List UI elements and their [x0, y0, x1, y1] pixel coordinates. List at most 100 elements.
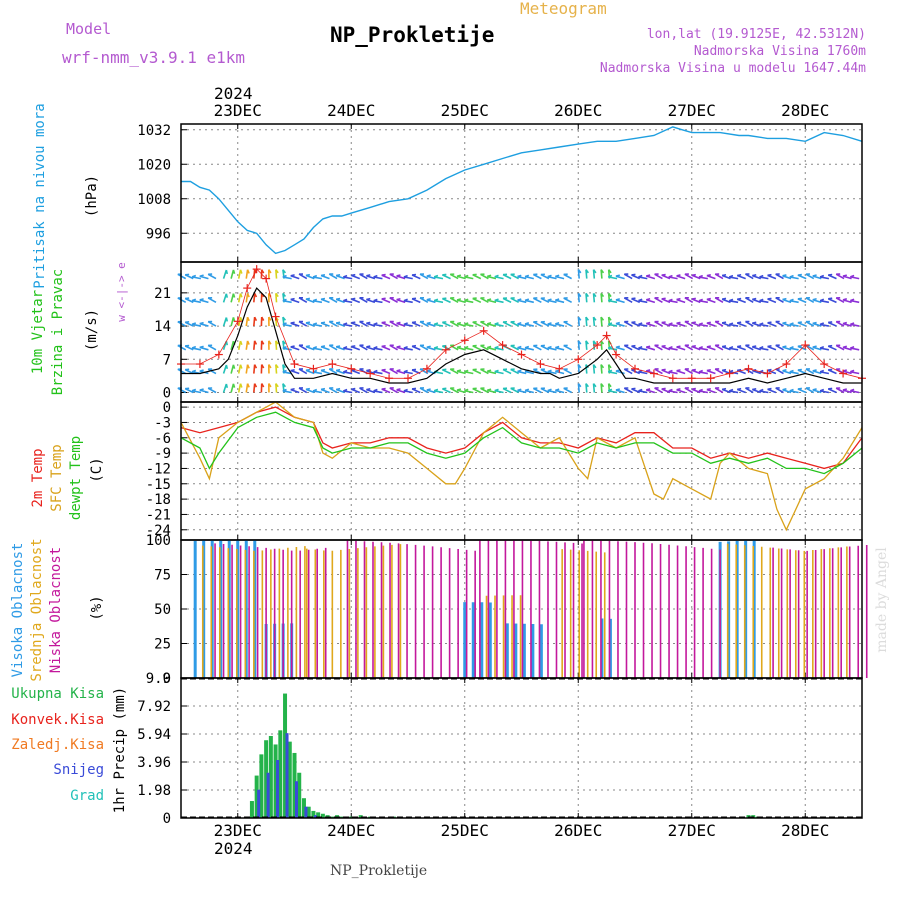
precip-snow-bar: [266, 772, 270, 818]
wind-arrow-head: [199, 388, 204, 391]
wind-arrow-head: [411, 344, 417, 348]
precip-total-bar: [259, 754, 264, 818]
cloud-side-label-1: Visoka Oblacnost: [10, 543, 26, 678]
wind-arrow-head: [524, 345, 530, 349]
wind-arrow-head: [850, 369, 855, 373]
wind-ytick-label: 14: [154, 319, 171, 335]
wind-arrow-head: [585, 383, 589, 388]
wind-arrow-head: [199, 274, 204, 277]
wind-arrow-head: [607, 274, 613, 278]
wind-arrow-head: [797, 344, 802, 348]
wind-arrow-head: [615, 388, 620, 391]
wind-arrow-head: [547, 388, 552, 392]
wind-arrow-head: [752, 321, 757, 324]
wind-arrow-head: [312, 298, 318, 302]
wind-arrow-head: [789, 388, 794, 392]
wind-arrow-head: [661, 321, 666, 324]
wind-arrow-head: [812, 345, 817, 348]
wind-arrow-head: [842, 345, 848, 349]
wind-arrow-head: [759, 388, 764, 392]
wind-arrow-head: [225, 383, 229, 389]
wind-arrow-head: [638, 345, 643, 349]
wind-arrow-head: [767, 321, 772, 324]
wind-arrow-head: [782, 297, 787, 301]
cloud-unit-label: (%): [89, 595, 105, 620]
temperature-panel: 0-3-6-9-12-15-18-21-24: [146, 400, 863, 541]
wind-arrow-head: [782, 274, 787, 277]
wind-arrow-head: [631, 344, 636, 347]
wind-arrow-head: [631, 321, 636, 324]
wind-arrow-head: [842, 274, 848, 277]
wind-ytick-label: 21: [154, 286, 171, 302]
precip-total-bar: [306, 806, 311, 818]
wind-arrow-head: [600, 316, 605, 321]
wind-arrow-head: [789, 369, 794, 373]
wind-arrow-head: [615, 369, 620, 372]
wind-arrow-head: [828, 297, 833, 300]
wind-unit-label: (m/s): [84, 309, 100, 351]
wind-arrow-head: [456, 345, 462, 349]
wind-arrow-head: [246, 269, 250, 274]
wind-arrow-head: [555, 369, 560, 373]
wind-arrow-head: [494, 388, 499, 392]
temp-ytick-label: 0: [163, 400, 171, 416]
wind-arrow-head: [225, 341, 229, 346]
wind-arrow-head: [282, 346, 287, 349]
wind-arrow-head: [290, 274, 295, 277]
wind-arrow-head: [615, 274, 620, 277]
wind-arrow-head: [225, 269, 229, 275]
wind-arrow-head: [789, 322, 794, 326]
wind-arrow-head: [608, 269, 612, 274]
wind-arrow-head: [494, 274, 499, 278]
temp-side-label-3: dewpt Temp: [68, 436, 84, 520]
wind-arrow-head: [282, 269, 287, 274]
wind-arrow-head: [676, 297, 681, 301]
precip-snow-bar: [304, 806, 308, 818]
day-label-top: 24DEC: [327, 101, 375, 120]
wind-arrow-head: [698, 298, 703, 302]
wind-arrow-head: [366, 388, 371, 391]
wind-arrow-head: [396, 297, 401, 301]
temp-ytick-label: -18: [146, 492, 171, 508]
wind-arrow-head: [850, 274, 855, 278]
wind-arrow-head: [464, 388, 469, 392]
wind-arrow-head: [668, 346, 673, 349]
day-label-top: 26DEC: [554, 101, 602, 120]
wind-arrow-head: [343, 322, 348, 326]
wind-arrow-head: [261, 383, 265, 388]
precip-total-bar: [297, 772, 302, 818]
precip-total-bar: [320, 813, 325, 818]
wind-arrow-head: [351, 297, 356, 300]
precip-total-bar: [292, 752, 297, 818]
wind-arrow-head: [225, 364, 229, 370]
wind-arrow-head: [737, 368, 742, 372]
precip-ytick-label: 3.96: [137, 755, 171, 771]
pressure-unit-label: (hPa): [84, 175, 100, 217]
pressure-side-label: Pritisak na nivou mora: [32, 103, 48, 288]
pressure-ytick-label: 1008: [137, 192, 171, 208]
wind-arrow-head: [752, 387, 757, 391]
wind-arrow-head: [305, 321, 311, 324]
precip-ytick-label: 9.9: [146, 671, 171, 687]
wind-arrow-head: [351, 273, 356, 277]
wind-arrow-head: [819, 322, 825, 326]
wind-arrow-head: [842, 298, 848, 301]
precip-total-bar: [278, 730, 283, 818]
wind-arrow-head: [706, 321, 711, 324]
wind-arrow-head: [698, 369, 703, 373]
wind-arrow-head: [343, 274, 348, 278]
wind-arrow-head: [850, 298, 855, 302]
wind-arrow-head: [676, 321, 681, 325]
precip-total-bar: [301, 798, 306, 818]
wind-arrow-head: [403, 274, 408, 278]
wind-arrow-head: [487, 274, 492, 278]
wind-arrow-head: [261, 316, 265, 321]
wind-arrow-head: [199, 345, 204, 349]
wind-arrow-head: [320, 368, 326, 372]
day-label-top: 28DEC: [781, 101, 829, 120]
day-labels-top: 23DEC 24DEC 25DEC 26DEC 27DEC 28DEC: [214, 101, 830, 120]
wind-arrow-head: [225, 317, 229, 322]
wind-arrow-head: [275, 292, 279, 298]
wind-arrow-head: [381, 321, 386, 324]
wind-arrow-head: [253, 316, 258, 322]
